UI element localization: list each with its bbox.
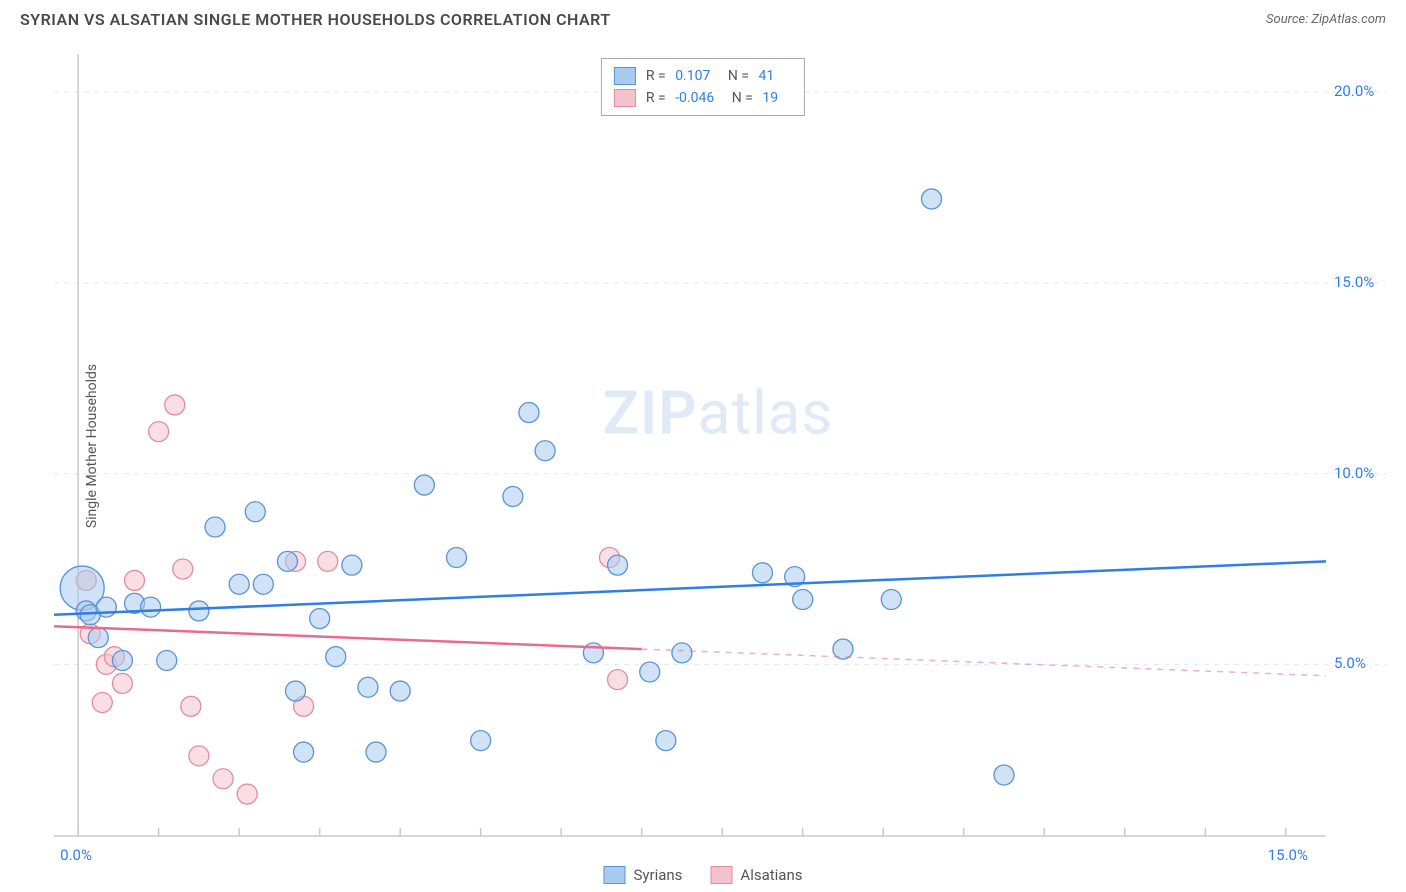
alsatian-legend-swatch-icon — [710, 866, 732, 884]
y-tick-label: 20.0% — [1334, 82, 1374, 100]
alsatian-swatch-icon — [614, 89, 636, 107]
y-tick-label: 15.0% — [1334, 273, 1374, 291]
syrian-swatch-icon — [614, 67, 636, 85]
n-value-alsatians: 19 — [762, 90, 778, 106]
x-tick-label: 15.0% — [1268, 846, 1308, 864]
series-legend: Syrians Alsatians — [604, 866, 803, 884]
x-tick-label: 0.0% — [60, 846, 92, 864]
scatter-chart — [50, 50, 1386, 840]
y-tick-label: 10.0% — [1334, 464, 1374, 482]
n-value-syrians: 41 — [758, 68, 774, 84]
chart-title: SYRIAN VS ALSATIAN SINGLE MOTHER HOUSEHO… — [20, 10, 611, 29]
r-value-syrians: 0.107 — [675, 68, 710, 84]
syrian-legend-label: Syrians — [634, 866, 683, 884]
r-value-alsatians: -0.046 — [675, 90, 714, 106]
syrian-legend-swatch-icon — [604, 866, 626, 884]
y-tick-label: 5.0% — [1334, 654, 1366, 672]
source-label: Source: ZipAtlas.com — [1266, 12, 1386, 27]
alsatian-legend-label: Alsatians — [740, 866, 802, 884]
stats-legend: R = 0.107 N = 41 R = -0.046 N = 19 — [601, 58, 805, 116]
